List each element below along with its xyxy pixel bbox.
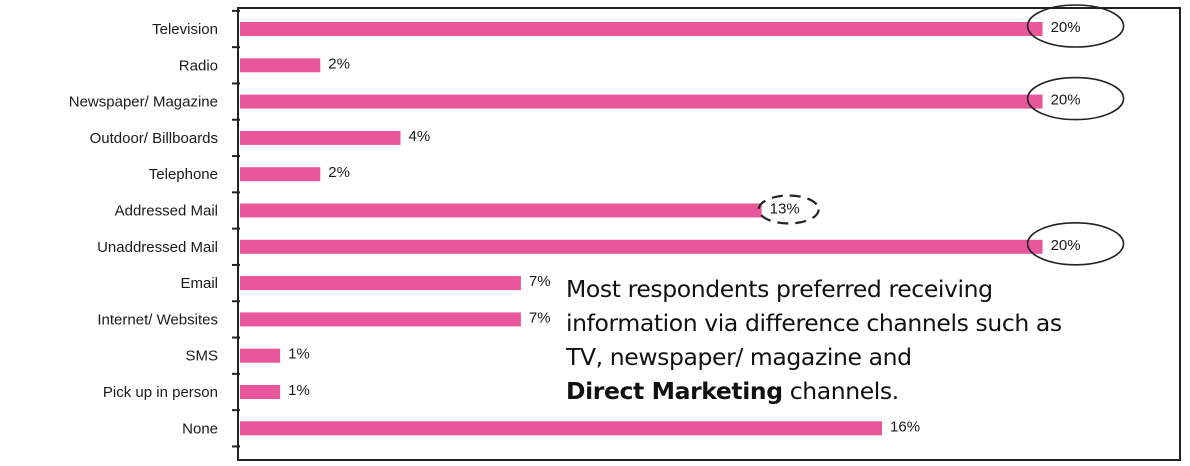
- bar-telephone: [240, 167, 321, 182]
- category-label-newspaper-magazine: Newspaper/ Magazine: [69, 94, 218, 111]
- value-label-none: 16%: [890, 418, 920, 435]
- annotation-text: Most respondents preferred receiving inf…: [566, 272, 1166, 408]
- category-label-sms: SMS: [185, 348, 218, 365]
- highlight-circles: [757, 4, 1125, 266]
- bar-none: [240, 421, 883, 436]
- value-label-sms: 1%: [288, 346, 310, 363]
- value-label-newspaper-magazine: 20%: [1051, 92, 1081, 109]
- value-label-internet-websites: 7%: [529, 309, 551, 326]
- value-label-outdoor-billboards: 4%: [409, 128, 431, 145]
- category-label-pick-up-in-person: Pick up in person: [103, 384, 218, 401]
- annotation-line-3: TV, newspaper/ magazine and: [566, 343, 912, 371]
- category-labels: Television Radio Newspaper/ Magazine Outdoo…: [69, 21, 218, 437]
- bar-email: [240, 276, 521, 291]
- bar-television: [240, 22, 1043, 36]
- highlight-circle-television: [1026, 4, 1125, 48]
- highlight-circle-newspaper-magazine: [1026, 76, 1125, 121]
- category-label-radio: Radio: [179, 57, 218, 74]
- category-label-telephone: Telephone: [149, 166, 218, 183]
- bars: [240, 22, 1043, 436]
- annotation-line-2: information via difference channels such…: [566, 309, 1062, 337]
- highlight-dashed-circle-addressed-mail: [757, 194, 820, 225]
- value-label-television: 20%: [1051, 19, 1081, 36]
- annotation-line-4-rest: channels.: [782, 377, 900, 405]
- value-label-unaddressed-mail: 20%: [1051, 237, 1081, 254]
- bar-outdoor-billboards: [240, 130, 401, 145]
- plot-area: [237, 7, 1181, 461]
- value-label-pick-up-in-person: 1%: [288, 382, 310, 399]
- annotation-line-1: Most respondents preferred receiving: [566, 275, 993, 303]
- bar-addressed-mail: [240, 203, 762, 218]
- value-labels: 20% 2% 20% 4% 2% 13% 20% 7% 7% 1% 1% 16%: [288, 19, 1080, 435]
- category-label-email: Email: [180, 275, 218, 292]
- highlight-circle-unaddressed-mail: [1026, 222, 1125, 266]
- bar-internet-websites: [240, 312, 521, 327]
- value-label-addressed-mail: 13%: [770, 201, 800, 218]
- bar-unaddressed-mail: [240, 239, 1043, 254]
- axis-ticks: [232, 9, 240, 448]
- category-label-none: None: [182, 420, 218, 437]
- category-label-internet-websites: Internet/ Websites: [97, 311, 218, 328]
- annotation-line-4: Direct Marketing channels.: [566, 374, 1166, 408]
- bar-sms: [240, 348, 281, 363]
- bar-newspaper-magazine: [240, 94, 1043, 109]
- bar-radio: [240, 58, 321, 73]
- value-label-email: 7%: [529, 273, 551, 290]
- value-label-telephone: 2%: [328, 164, 350, 181]
- value-label-radio: 2%: [328, 55, 350, 72]
- category-label-television: Television: [152, 21, 218, 38]
- annotation-bold-text: Direct Marketing: [566, 377, 783, 405]
- bar-pick-up-in-person: [240, 385, 281, 399]
- category-label-addressed-mail: Addressed Mail: [115, 203, 218, 220]
- category-label-outdoor-billboards: Outdoor/ Billboards: [90, 130, 218, 147]
- category-label-unaddressed-mail: Unaddressed Mail: [97, 239, 218, 256]
